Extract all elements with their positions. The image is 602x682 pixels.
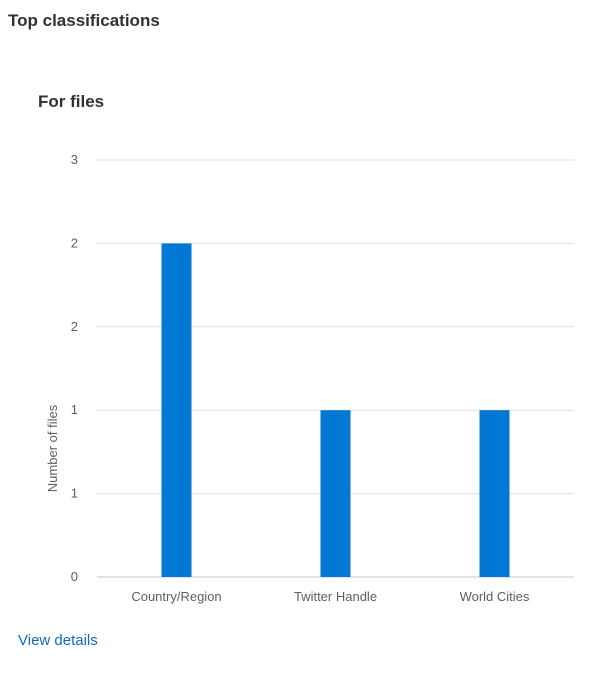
bar-world-cities[interactable] [479,410,510,577]
x-tick-label: World Cities [460,589,530,604]
x-tick-label: Twitter Handle [294,589,377,604]
x-tick-labels: Country/Region Twitter Handle World Cities [131,589,530,604]
y-tick-label: 1 [71,486,78,501]
chart-title: For files [38,92,105,111]
y-tick-label: 1 [71,402,78,417]
y-tick-label: 2 [71,235,78,250]
view-details-link[interactable]: View details [18,632,98,649]
bar-twitter-handle[interactable] [320,410,351,577]
x-tick-label: Country/Region [131,589,221,604]
y-tick-label: 2 [71,319,78,334]
bars [161,243,510,577]
y-tick-labels: 0 1 1 2 2 3 [71,152,78,584]
section-title: Top classifications [8,11,160,30]
y-tick-label: 0 [71,569,78,584]
bar-country-region[interactable] [161,243,192,577]
y-tick-label: 3 [71,152,78,167]
y-axis-label: Number of files [45,404,60,492]
